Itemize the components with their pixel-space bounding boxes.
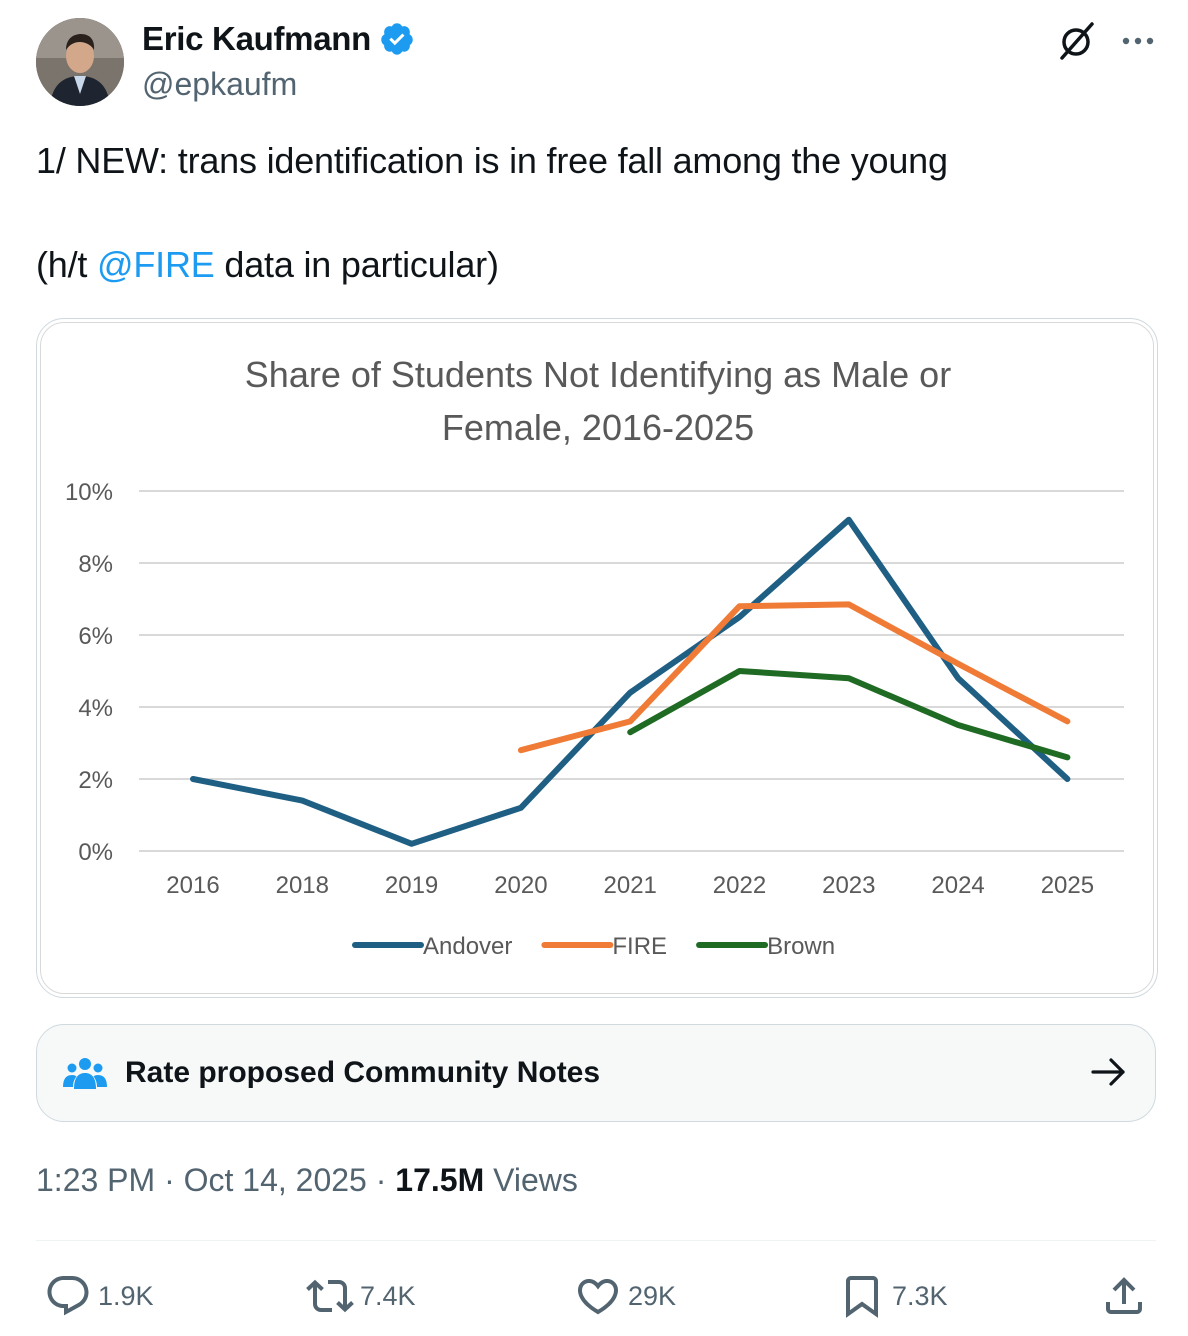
repost-icon <box>306 1279 354 1313</box>
heart-icon <box>577 1279 619 1315</box>
x-tick-label: 2018 <box>276 872 329 899</box>
community-people-icon <box>63 1058 107 1089</box>
legend-label-andover: Andover <box>423 933 512 960</box>
y-tick-label: 0% <box>78 839 113 866</box>
legend-label-fire: FIRE <box>612 933 667 960</box>
chart-title-line-2: Female, 2016-2025 <box>442 407 754 448</box>
bookmark-icon <box>846 1276 878 1318</box>
community-notes-label: Rate proposed Community Notes <box>125 1056 601 1089</box>
y-tick-label: 8% <box>78 551 113 578</box>
x-tick-label: 2021 <box>604 872 657 899</box>
tweet-text-line-1: 1/ NEW: trans identification is in free … <box>36 140 948 181</box>
chart-title-line-1: Share of Students Not Identifying as Mal… <box>245 354 951 395</box>
views-count: 17.5M <box>395 1162 485 1198</box>
bookmark-count: 7.3K <box>892 1280 948 1311</box>
author-name[interactable]: Eric Kaufmann <box>142 20 371 57</box>
avatar-image <box>36 18 124 106</box>
x-tick-label: 2024 <box>931 872 984 899</box>
tweet-text-line-2: (h/t @FIRE data in particular) <box>36 244 499 286</box>
share-icon <box>1106 1277 1142 1314</box>
series-line-andover <box>190 516 1071 847</box>
reply-button[interactable]: 1.9K <box>44 1272 154 1320</box>
repost-count: 7.4K <box>360 1280 416 1311</box>
series-line-brown <box>627 668 1071 761</box>
x-tick-label: 2022 <box>713 872 766 899</box>
tweet-time[interactable]: 1:23 PM <box>36 1162 156 1198</box>
tweet-meta: 1:23 PM · Oct 14, 2025 · 17.5M Views <box>36 1162 578 1199</box>
grok-icon[interactable] <box>1056 20 1098 62</box>
y-tick-label: 10% <box>65 479 113 506</box>
more-options-icon[interactable] <box>1116 26 1160 56</box>
verified-badge-icon <box>381 23 413 55</box>
y-tick-label: 6% <box>78 623 113 650</box>
community-notes-button[interactable]: Rate proposed Community Notes <box>36 1024 1156 1122</box>
x-tick-label: 2025 <box>1041 872 1094 899</box>
y-tick-label: 2% <box>78 767 113 794</box>
y-tick-label: 4% <box>78 695 113 722</box>
x-tick-label: 2020 <box>494 872 547 899</box>
bookmark-button[interactable]: 7.3K <box>838 1272 948 1320</box>
mention-link[interactable]: @FIRE <box>97 244 215 285</box>
chart-frame <box>40 322 1154 994</box>
series-line-fire <box>517 601 1071 754</box>
line-chart: Share of Students Not Identifying as Mal… <box>65 354 1124 960</box>
tweet-date[interactable]: Oct 14, 2025 <box>183 1162 367 1198</box>
like-button[interactable]: 29K <box>574 1272 676 1320</box>
meta-separator: · <box>155 1162 184 1198</box>
repost-button[interactable]: 7.4K <box>306 1272 416 1320</box>
share-button[interactable] <box>1100 1272 1148 1320</box>
author-name-row[interactable]: Eric Kaufmann <box>142 20 415 58</box>
tweet-text-suffix: data in particular) <box>214 244 499 285</box>
arrow-right-icon <box>1091 1058 1125 1086</box>
x-tick-label: 2023 <box>822 872 875 899</box>
reply-icon <box>47 1276 89 1316</box>
tweet-media-chart[interactable]: Share of Students Not Identifying as Mal… <box>36 318 1158 998</box>
x-tick-label: 2016 <box>166 872 219 899</box>
views-label: Views <box>484 1162 578 1198</box>
tweet-text-prefix: (h/t <box>36 244 98 285</box>
divider <box>36 1240 1156 1241</box>
author-avatar[interactable] <box>36 18 124 106</box>
reply-count: 1.9K <box>98 1280 154 1311</box>
author-handle[interactable]: @epkaufm <box>142 66 298 102</box>
legend-label-brown: Brown <box>767 933 835 960</box>
like-count: 29K <box>628 1280 677 1311</box>
meta-separator: · <box>366 1162 396 1198</box>
x-tick-label: 2019 <box>385 872 438 899</box>
